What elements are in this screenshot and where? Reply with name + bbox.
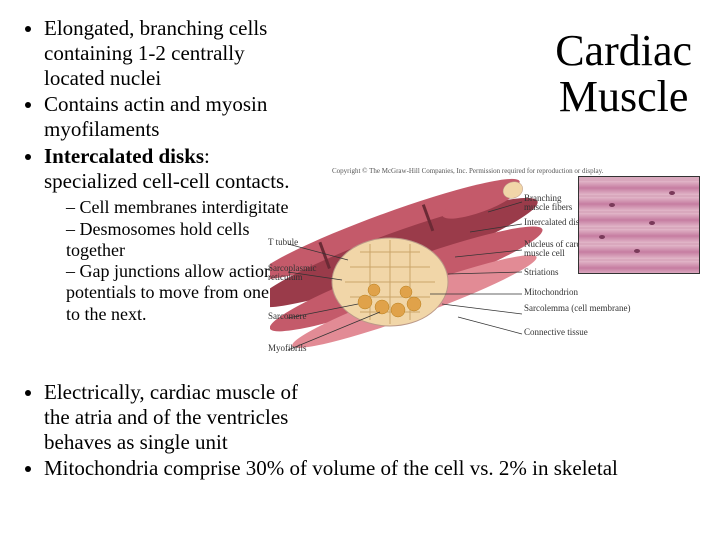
label-striations: Striations [524, 268, 559, 277]
sub-bullet-1: Cell membranes interdigitate [66, 197, 304, 218]
bullet-5: Mitochondria comprise 30% of volume of t… [44, 456, 700, 481]
label-sarcomere: Sarcomere [268, 312, 306, 321]
sub-bullet-list: Cell membranes interdigitate Desmosomes … [44, 197, 304, 324]
bullet-3-term: Intercalated disks [44, 144, 204, 168]
histology-micrograph [578, 176, 700, 274]
slide: Cardiac Muscle Elongated, branching cell… [0, 0, 720, 540]
title-line-1: Cardiac [555, 26, 692, 75]
label-sarcoplasmic-reticulum: Sarcoplasmic reticulum [268, 264, 328, 282]
label-connective-tissue: Connective tissue [524, 328, 604, 337]
label-mitochondrion: Mitochondrion [524, 288, 578, 297]
label-myofibrils: Myofibrils [268, 344, 307, 353]
slide-title: Cardiac Muscle [555, 28, 692, 120]
figure-area: Copyright © The McGraw-Hill Companies, I… [270, 172, 700, 367]
bottom-bullets: Electrically, cardiac muscle of the atri… [20, 380, 700, 483]
bullet-4: Electrically, cardiac muscle of the atri… [44, 380, 324, 454]
bullet-2: Contains actin and myosin myofilaments [44, 92, 304, 142]
label-branching-fibers: Branching muscle fibers [524, 194, 584, 212]
title-line-2: Muscle [559, 72, 689, 121]
label-t-tubule: T tubule [268, 238, 298, 247]
bullet-list-bottom: Electrically, cardiac muscle of the atri… [20, 380, 700, 481]
bullet-3: Intercalated disks: specialized cell-cel… [44, 144, 304, 325]
label-sarcolemma: Sarcolemma (cell membrane) [524, 304, 634, 313]
bullet-1: Elongated, branching cells containing 1-… [44, 16, 304, 90]
